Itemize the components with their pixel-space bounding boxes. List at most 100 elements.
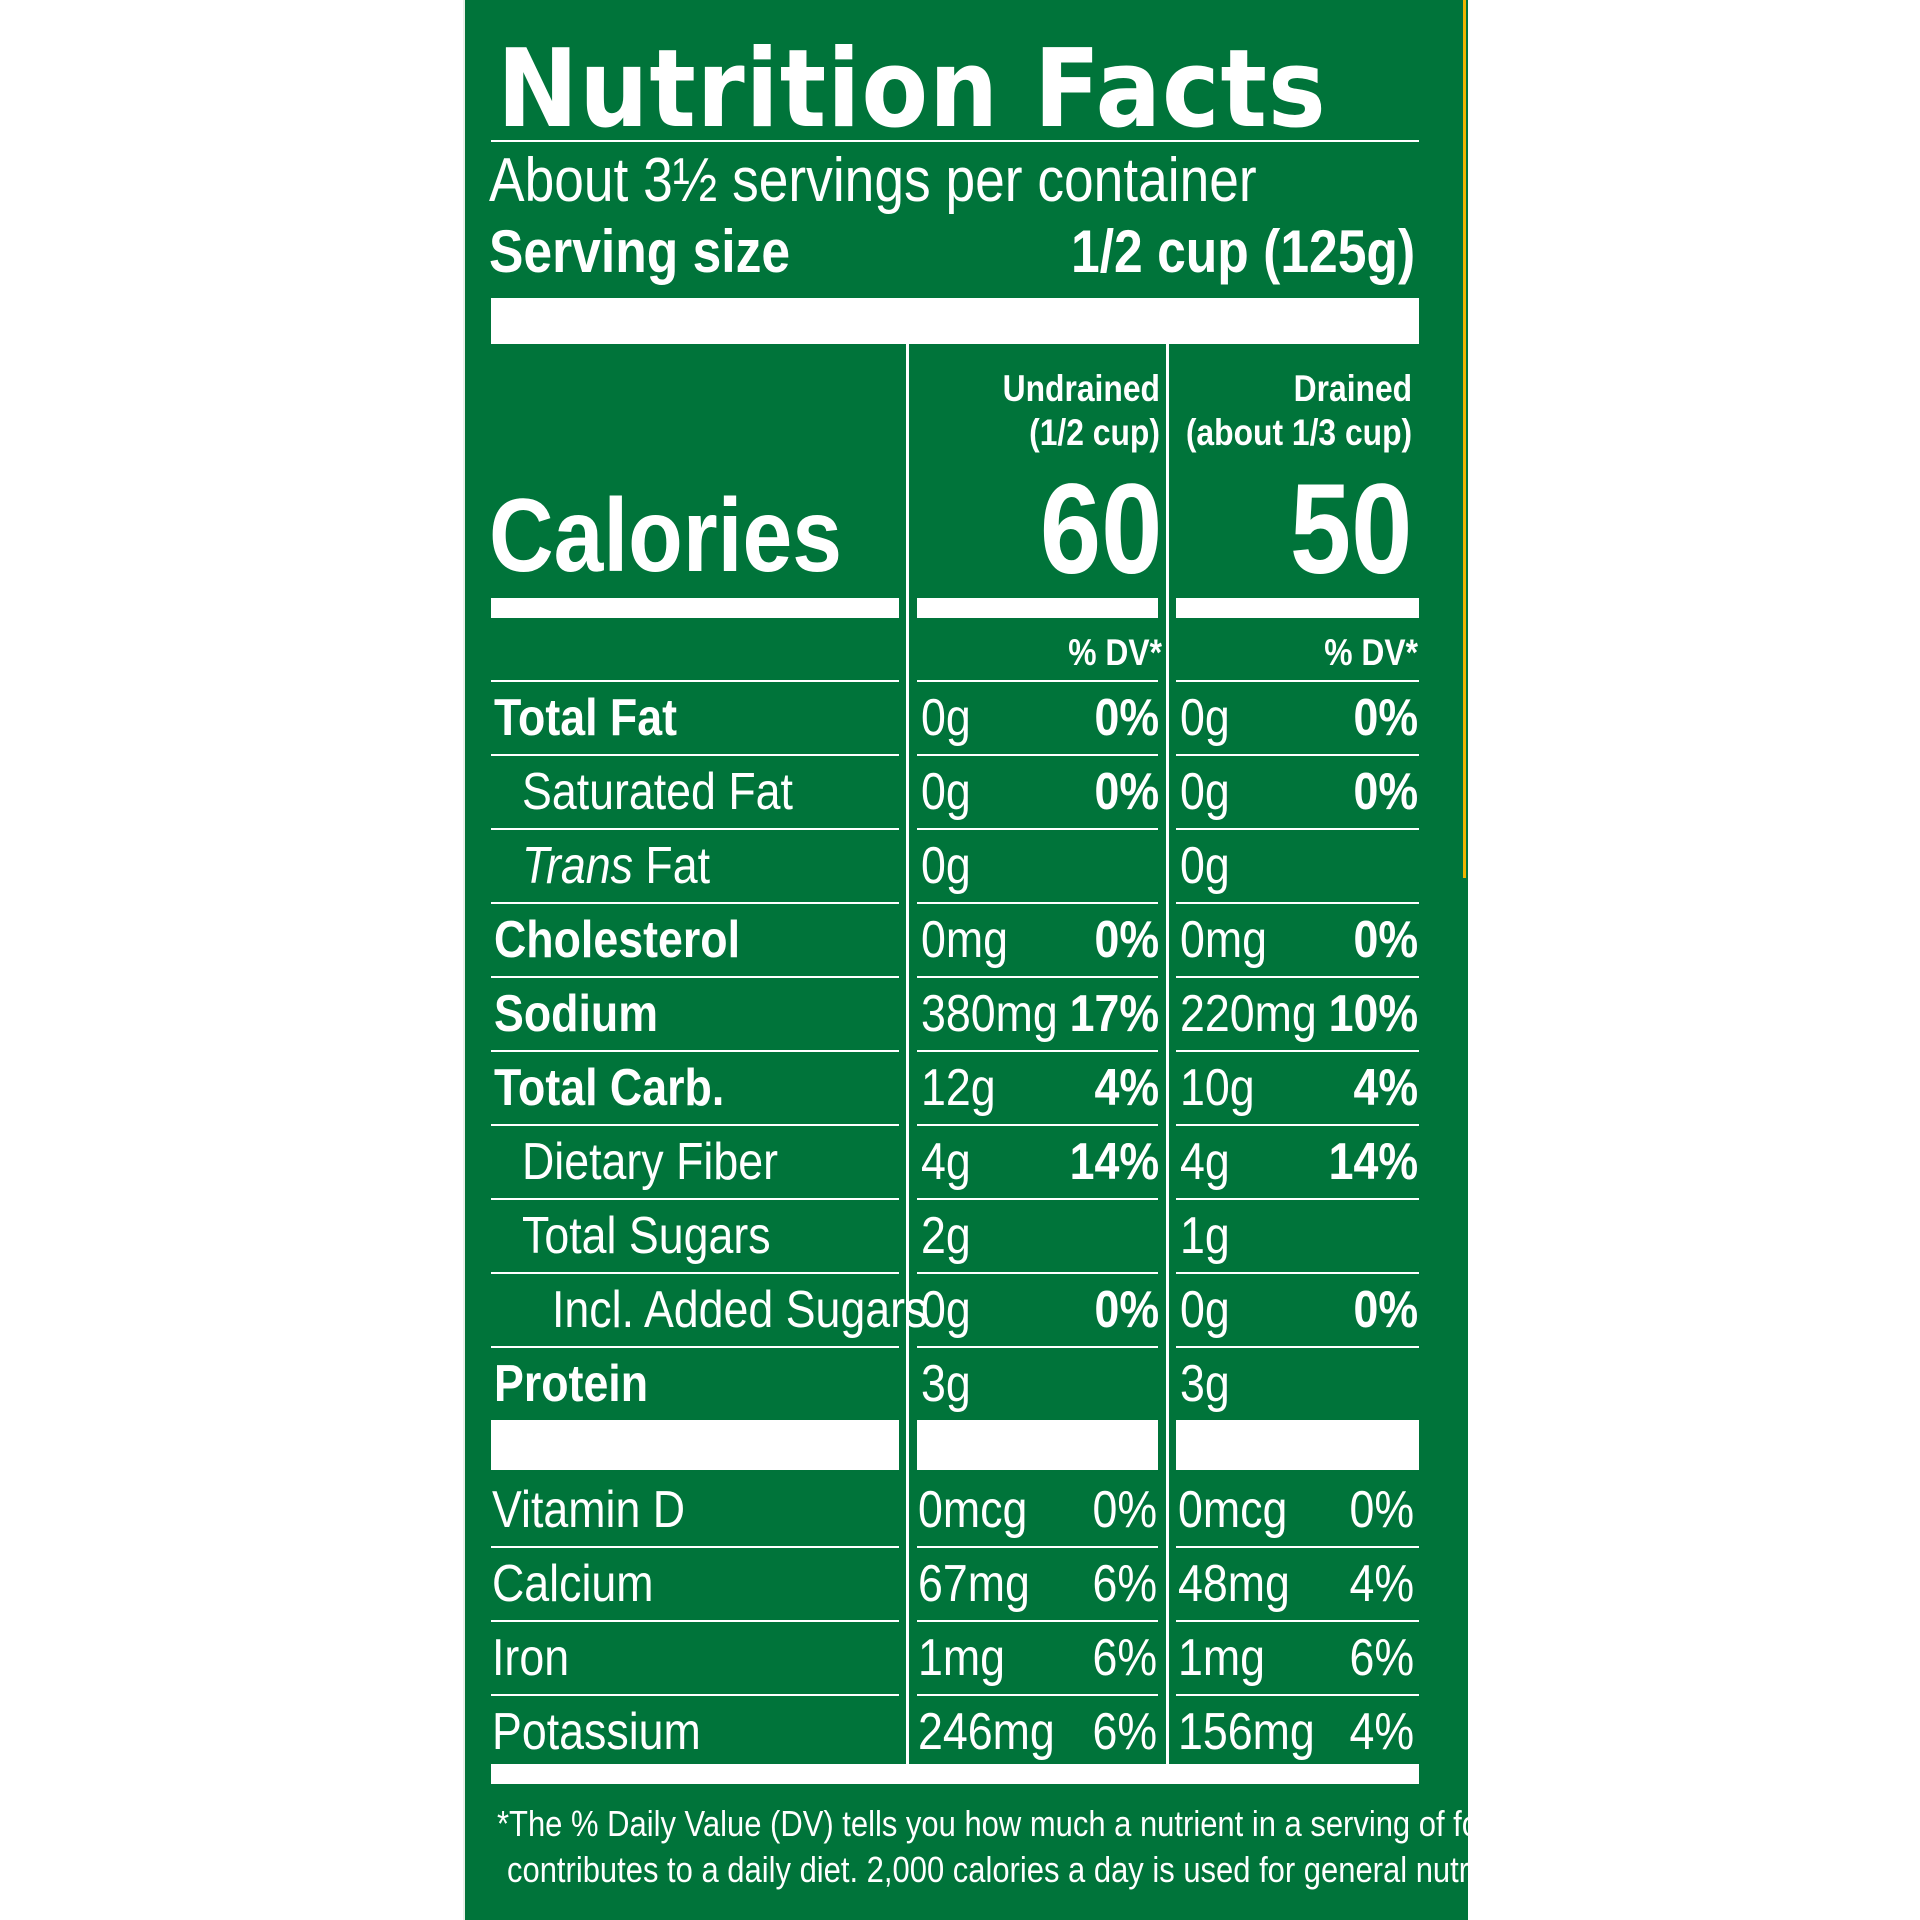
row-divider	[1176, 902, 1419, 904]
footnote-line-1: *The % Daily Value (DV) tells you how mu…	[497, 1803, 1514, 1844]
dv-drained: 0%	[1353, 763, 1418, 821]
nutrient-name: Total Fat	[494, 689, 678, 747]
row-divider	[1176, 1124, 1419, 1126]
amount-drained: 0mg	[1180, 911, 1267, 969]
vitamin-name: Calcium	[492, 1555, 654, 1613]
thick-divider-vitamins-3	[1176, 1420, 1419, 1470]
nutrient-name: Saturated Fat	[522, 763, 793, 821]
amount-drained: 0g	[1180, 837, 1230, 895]
dv-drained: 0%	[1353, 689, 1418, 747]
amount-undrained: 0mg	[921, 911, 1008, 969]
amount-drained: 220mg	[1180, 985, 1317, 1043]
serving-size-value: 1/2 cup (125g)	[1070, 218, 1415, 285]
row-divider	[917, 1198, 1158, 1200]
row-divider	[491, 1198, 899, 1200]
calories-drained: 50	[1289, 458, 1412, 601]
row-divider	[1176, 1272, 1419, 1274]
serving-size-label: Serving size	[489, 218, 791, 285]
amount-undrained: 0g	[921, 689, 971, 747]
amount-drained: 0mcg	[1178, 1481, 1288, 1539]
row-divider	[1176, 1620, 1419, 1622]
row-divider	[917, 1050, 1158, 1052]
footnote-line-2: contributes to a daily diet. 2,000 calor…	[507, 1849, 1633, 1890]
dv-drained: 0%	[1353, 1281, 1418, 1339]
dv-drained: 14%	[1328, 1133, 1418, 1191]
row-divider	[1176, 1050, 1419, 1052]
dv-undrained: 17%	[1069, 985, 1159, 1043]
calories-undrained: 60	[1039, 458, 1162, 601]
column-divider-1	[906, 344, 909, 1764]
dv-undrained: 0%	[1094, 763, 1159, 821]
column-1-header: Undrained (1/2 cup)	[1002, 368, 1160, 453]
dv-undrained: 0%	[1094, 911, 1159, 969]
amount-undrained: 0mcg	[918, 1481, 1028, 1539]
thick-divider-calories-2	[917, 598, 1158, 618]
amount-drained: 10g	[1180, 1059, 1255, 1117]
column-divider-2	[1166, 344, 1169, 1764]
row-divider	[1176, 754, 1419, 756]
dv-drained: 4%	[1349, 1555, 1414, 1613]
amount-undrained: 0g	[921, 763, 971, 821]
row-divider	[491, 902, 899, 904]
dv-drained: 0%	[1349, 1481, 1414, 1539]
nutrient-name: Trans Fat	[522, 837, 711, 895]
panel-title: Nutrition Facts	[497, 27, 1327, 152]
amount-undrained: 380mg	[921, 985, 1058, 1043]
package-edge	[1463, 0, 1466, 878]
row-divider	[491, 976, 899, 978]
thick-divider-calories-1	[491, 598, 899, 618]
row-divider	[491, 1050, 899, 1052]
row-divider	[917, 1124, 1158, 1126]
row-divider	[917, 976, 1158, 978]
nutrient-name: Protein	[494, 1355, 649, 1413]
row-divider	[917, 902, 1158, 904]
amount-drained: 156mg	[1178, 1703, 1315, 1761]
dv-header-drained: % DV*	[1324, 632, 1418, 673]
dv-undrained: 0%	[1094, 689, 1159, 747]
dv-drained: 4%	[1353, 1059, 1418, 1117]
dv-drained: 0%	[1353, 911, 1418, 969]
amount-undrained: 3g	[921, 1355, 971, 1413]
amount-drained: 1g	[1180, 1207, 1230, 1265]
amount-undrained: 67mg	[918, 1555, 1030, 1613]
dv-header-undrained: % DV*	[1068, 632, 1162, 673]
nutrient-name: Total Carb.	[494, 1059, 725, 1117]
row-divider	[491, 1694, 899, 1696]
row-divider	[491, 754, 899, 756]
row-divider	[917, 1346, 1158, 1348]
row-divider	[1176, 1198, 1419, 1200]
dv-drained: 4%	[1349, 1703, 1414, 1761]
row-divider	[917, 1272, 1158, 1274]
row-divider	[1176, 1346, 1419, 1348]
amount-drained: 0g	[1180, 763, 1230, 821]
amount-drained: 3g	[1180, 1355, 1230, 1413]
row-divider	[491, 1346, 899, 1348]
row-divider	[917, 1694, 1158, 1696]
row-divider	[1176, 680, 1419, 682]
row-divider	[491, 1546, 899, 1548]
divider	[491, 140, 1419, 142]
row-divider	[491, 828, 899, 830]
amount-drained: 0g	[1180, 689, 1230, 747]
thick-divider-calories-3	[1176, 598, 1419, 618]
amount-undrained: 2g	[921, 1207, 971, 1265]
nutrient-name: Total Sugars	[522, 1207, 771, 1265]
row-divider	[917, 828, 1158, 830]
amount-undrained: 0g	[921, 1281, 971, 1339]
amount-undrained: 12g	[921, 1059, 996, 1117]
row-divider	[491, 1272, 899, 1274]
amount-drained: 0g	[1180, 1281, 1230, 1339]
row-divider	[1176, 1546, 1419, 1548]
thick-divider-top	[491, 298, 1419, 344]
thick-divider-vitamins-1	[491, 1420, 899, 1470]
amount-undrained: 0g	[921, 837, 971, 895]
row-divider	[491, 1620, 899, 1622]
row-divider	[1176, 1694, 1419, 1696]
dv-undrained: 6%	[1092, 1703, 1157, 1761]
amount-undrained: 4g	[921, 1133, 971, 1191]
amount-drained: 48mg	[1178, 1555, 1290, 1613]
dv-drained: 10%	[1328, 985, 1418, 1043]
dv-drained: 6%	[1349, 1629, 1414, 1687]
row-divider	[491, 680, 899, 682]
servings-per-container: About 3½ servings per container	[489, 146, 1257, 215]
